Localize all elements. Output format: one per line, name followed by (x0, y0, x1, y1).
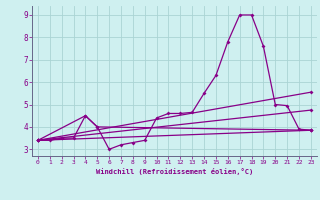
X-axis label: Windchill (Refroidissement éolien,°C): Windchill (Refroidissement éolien,°C) (96, 168, 253, 175)
